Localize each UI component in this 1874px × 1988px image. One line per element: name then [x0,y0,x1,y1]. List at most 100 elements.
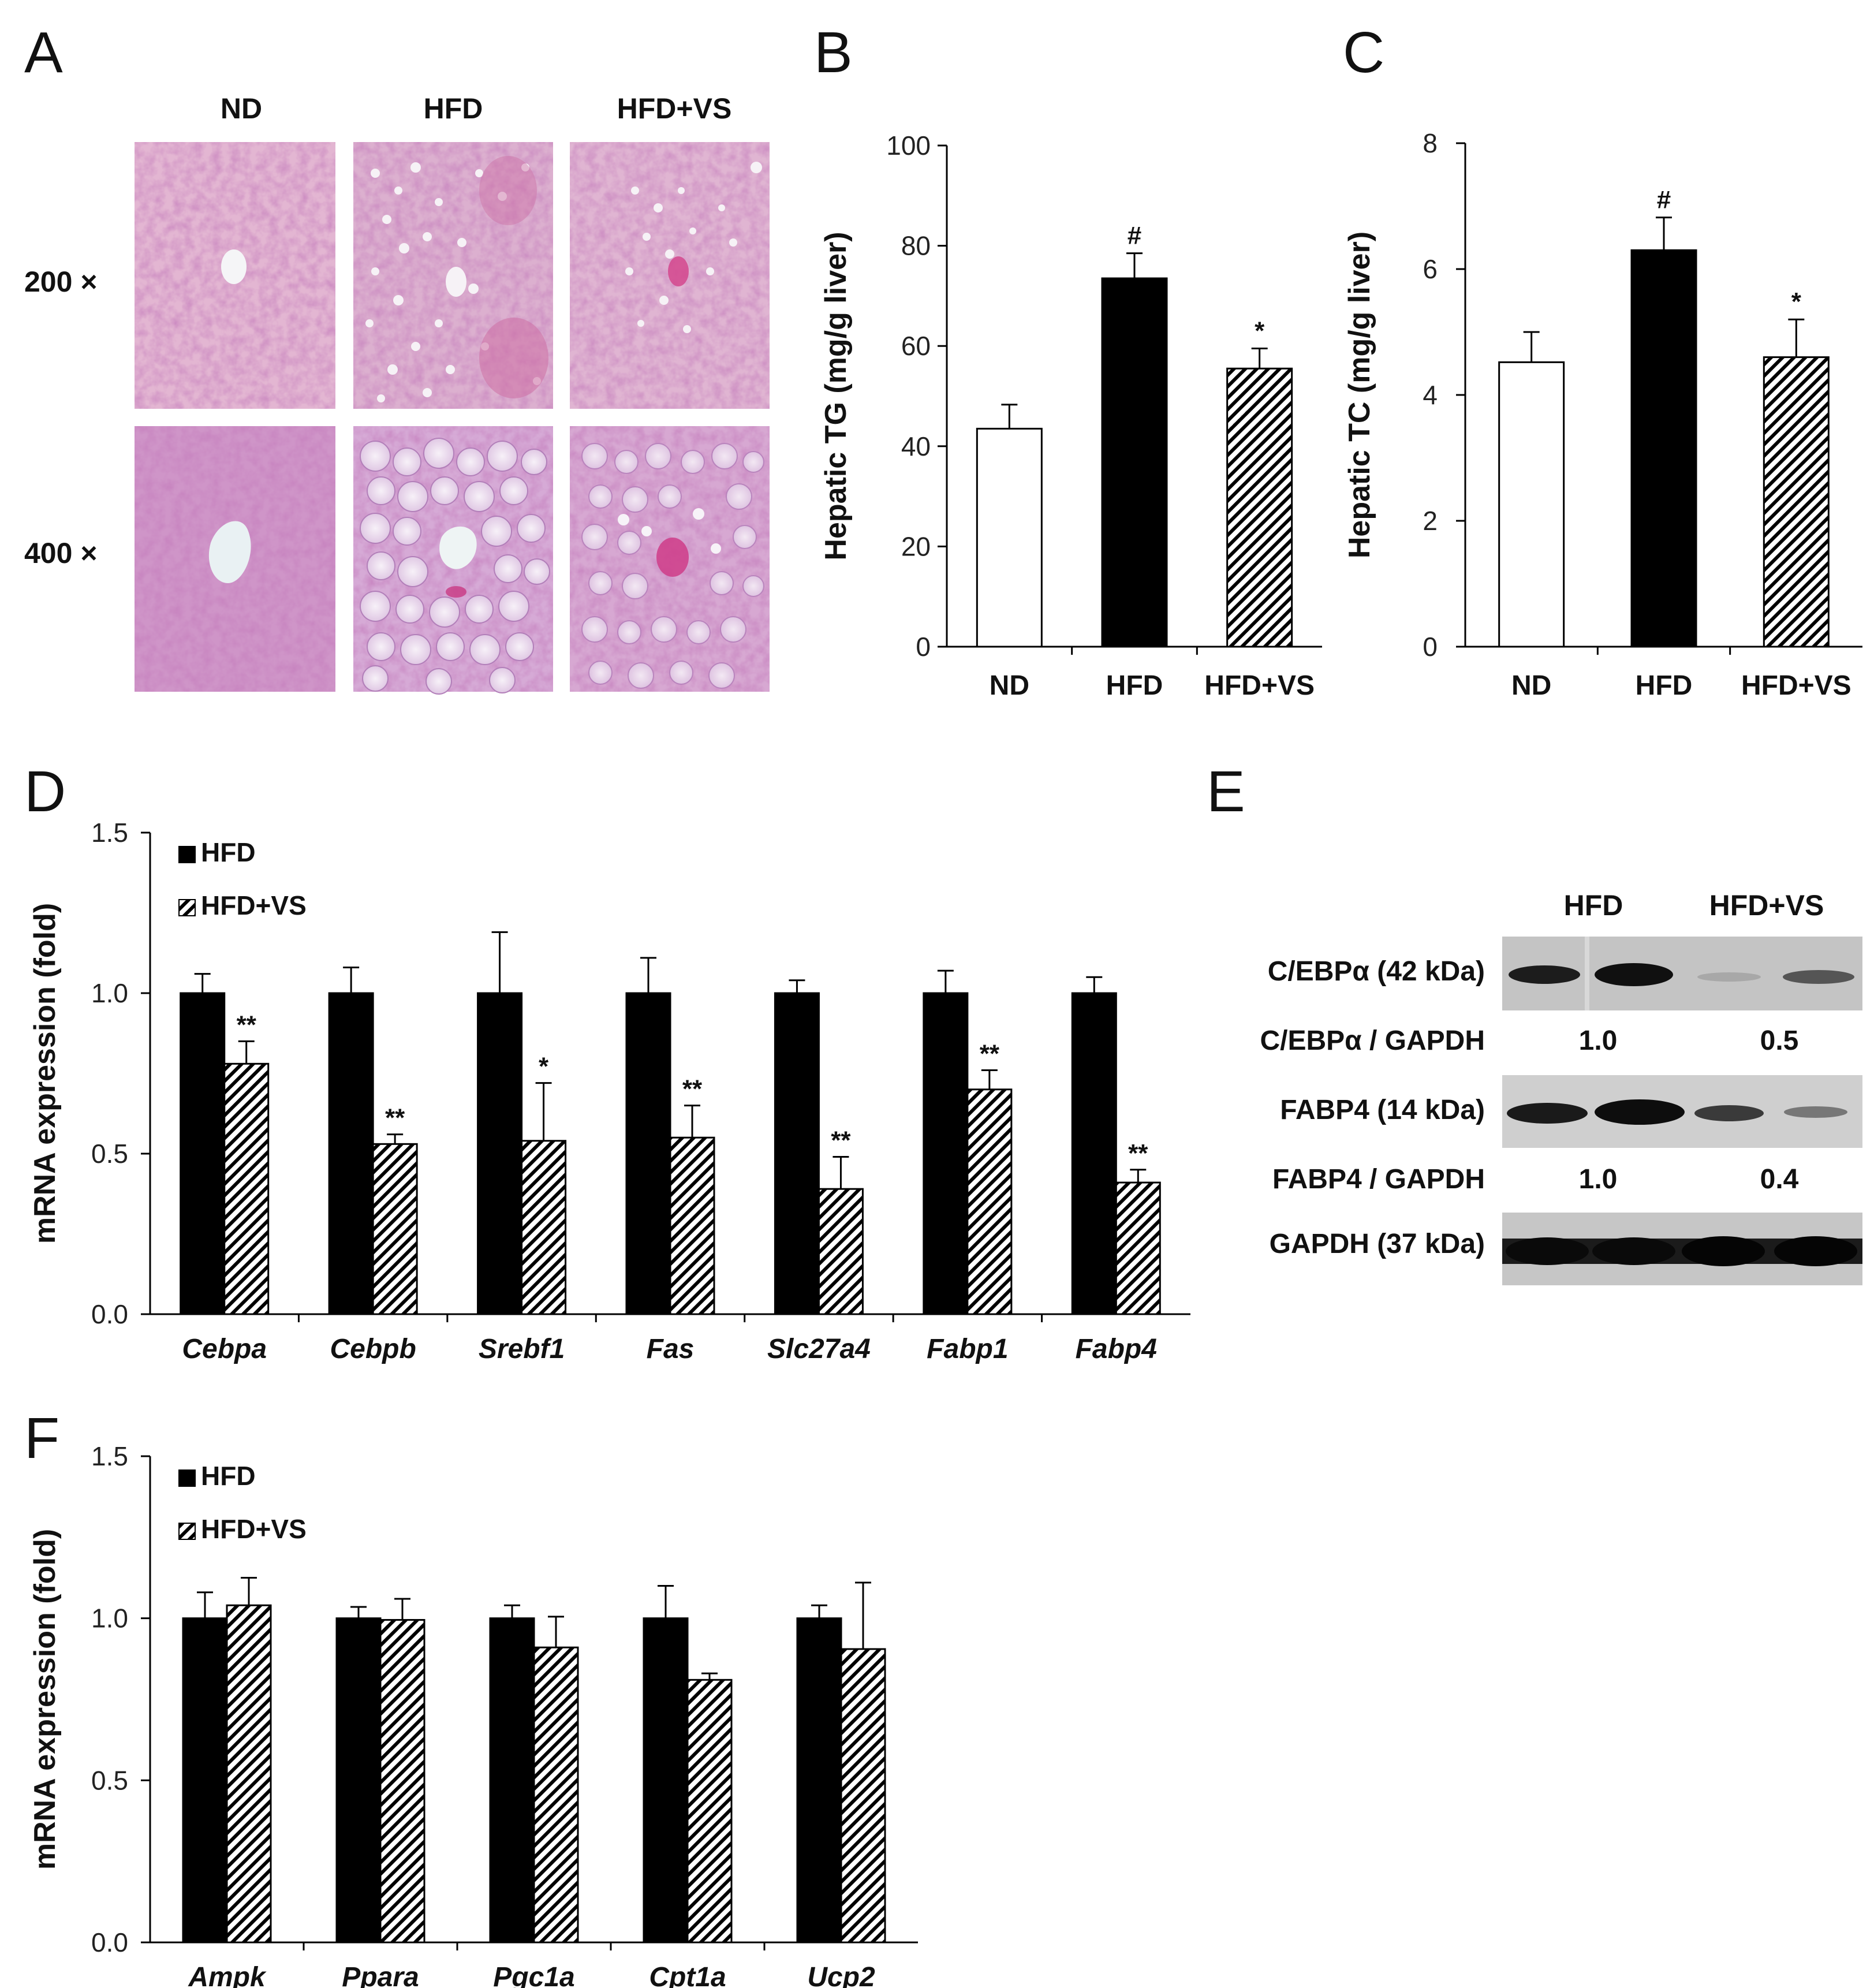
y-tick-label: 1.5 [91,818,128,848]
significance-marker: * [1791,288,1802,316]
histology-column-label: HFD+VS [617,92,732,125]
blot-strip-fabp4 [1502,1075,1862,1148]
y-tick-label: 2 [1423,506,1438,536]
blot-ratio-value: 1.0 [1579,1025,1618,1056]
significance-marker: ** [237,1010,257,1039]
x-tick-label: Cpt1a [649,1962,726,1988]
significance-marker: # [1128,222,1141,250]
x-tick-label: ND [990,670,1029,701]
panel-letter-c: C [1343,20,1384,85]
blot-band-label: FABP4 (14 kDa) [1280,1095,1485,1125]
y-tick-label: 1.5 [91,1441,128,1471]
bar [1101,277,1168,648]
panel-letter-f: F [24,1406,59,1471]
histology-row-label: 400 × [24,537,98,569]
histology-panel: ND HFD HFD+VS 200 × 400 × [24,92,770,695]
blot-band-label: GAPDH (37 kDa) [1270,1229,1485,1259]
histology-image-nd-400x [135,426,335,692]
legend-label: HFD [201,837,256,867]
chart-hepatic-tc: 0 2 4 6 8 Hepatic TC (mg/g liver) ND HFD # HFD+VS… [1343,128,1862,701]
bar [1498,361,1565,648]
bar [1071,992,1117,1315]
significance-marker: ** [831,1127,851,1155]
x-tick-label: Ucp2 [807,1962,875,1988]
bar [1226,367,1293,648]
y-axis-label: Hepatic TG (mg/g liver) [819,232,853,560]
x-tick-label: Slc27a4 [767,1334,871,1364]
bar [182,1617,228,1944]
histology-image-hfdvs-400x [570,426,770,692]
bar [1763,356,1830,648]
legend-label: HFD [201,1461,256,1491]
bar [976,427,1043,648]
bar [379,1618,425,1944]
histology-row-label: 200 × [24,266,98,298]
bar [477,992,523,1315]
significance-marker: ** [385,1104,405,1132]
chart-mrna-oxidation: 0.0 0.5 1.0 1.5 mRNA expression (fold) Ampk Pp… [28,1441,918,1988]
x-tick-label: HFD [1106,670,1163,701]
panel-letter-d: D [24,759,66,824]
bar [1630,249,1697,648]
histology-column-label: HFD [424,92,483,125]
bar [686,1679,733,1944]
blot-ratio-label: C/EBPα / GAPDH [1260,1025,1485,1056]
y-tick-label: 0.5 [91,1139,128,1169]
legend-label: HFD+VS [201,1514,307,1544]
legend-swatch [178,1469,196,1487]
y-axis-label: mRNA expression (fold) [28,903,62,1244]
bar [796,1617,842,1944]
legend-swatch [178,899,196,916]
significance-marker: ** [1128,1139,1148,1168]
histology-image-hfdvs-200x [570,142,770,409]
significance-marker: * [1255,317,1265,345]
histology-image-hfd-400x [353,426,553,695]
blot-ratio-value: 1.0 [1579,1164,1618,1195]
x-tick-label: Ampk [188,1962,267,1988]
blot-strip-cebpa [1502,937,1862,1010]
histology-image-hfd-200x [353,142,553,409]
legend-swatch [178,846,196,863]
blot-ratio-value: 0.4 [1760,1164,1799,1195]
y-tick-label: 4 [1423,380,1438,410]
blot-column-label: HFD [1564,889,1623,922]
bar [372,1143,418,1315]
y-axis-label: Hepatic TC (mg/g liver) [1343,232,1376,558]
y-tick-label: 0.0 [91,1299,128,1329]
bar [669,1136,715,1315]
x-tick-label: Srebf1 [479,1334,565,1364]
significance-marker: * [539,1053,549,1081]
y-tick-label: 6 [1423,254,1438,284]
legend-label: HFD+VS [201,890,307,920]
bar [966,1088,1013,1315]
bar [533,1646,579,1944]
x-tick-label: Pgc1a [493,1962,574,1988]
x-tick-label: Fabp4 [1076,1334,1157,1364]
significance-marker: ** [980,1039,1000,1068]
panel-letter-b: B [814,20,853,85]
blot-ratio-label: FABP4 / GAPDH [1272,1164,1485,1195]
bar [643,1617,689,1944]
chart-hepatic-tg: 0 20 40 60 80 100 Hepatic TG (mg/g liver) ND HFD… [819,130,1322,701]
histology-image-nd-200x [135,142,335,409]
y-tick-label: 1.0 [91,1603,128,1633]
chart-mrna-lipogenesis: 0.0 0.5 1.0 1.5 mRNA expression (fold) Cebpa *… [28,818,1190,1364]
x-tick-label: ND [1511,670,1551,701]
bar [223,1062,270,1315]
y-tick-label: 0.0 [91,1927,128,1957]
panel-letter-e: E [1207,759,1245,824]
bar [335,1617,382,1944]
x-tick-label: Cebpb [330,1334,416,1364]
x-tick-label: Fas [647,1334,695,1364]
y-tick-label: 1.0 [91,978,128,1008]
blot-strip-gapdh [1502,1213,1862,1285]
y-tick-label: 40 [901,431,931,461]
y-tick-label: 0 [1423,632,1438,662]
blot-column-label: HFD+VS [1709,889,1824,922]
y-tick-label: 20 [901,531,931,561]
bar [1115,1181,1161,1315]
y-tick-label: 0.5 [91,1765,128,1795]
significance-marker: # [1657,186,1671,214]
bar [521,1140,567,1315]
